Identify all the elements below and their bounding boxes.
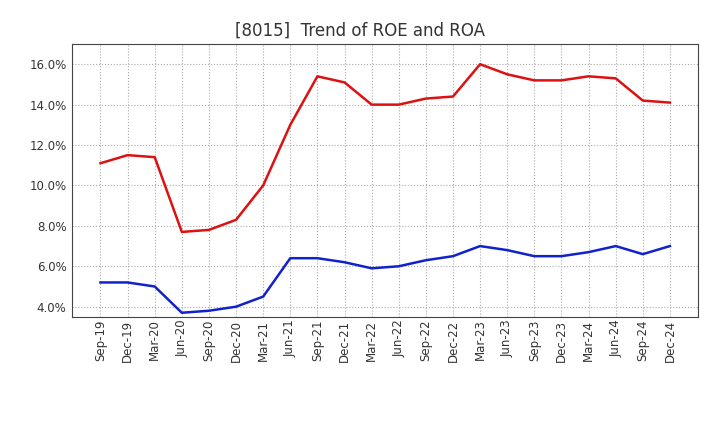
ROA (584, 249, 593, 255)
ROE (341, 80, 349, 85)
ROE (584, 73, 593, 79)
ROE (178, 229, 186, 235)
ROA (96, 280, 105, 285)
ROA (150, 284, 159, 289)
ROA (639, 252, 647, 257)
ROE (557, 78, 566, 83)
ROA (530, 253, 539, 259)
ROA (503, 247, 511, 253)
ROE (476, 62, 485, 67)
ROA (286, 256, 294, 261)
Line: ROE: ROE (101, 64, 670, 232)
ROE (395, 102, 403, 107)
ROA (178, 310, 186, 315)
Text: [8015]  Trend of ROE and ROA: [8015] Trend of ROE and ROA (235, 22, 485, 40)
ROE (503, 72, 511, 77)
Line: ROA: ROA (101, 246, 670, 313)
ROE (449, 94, 457, 99)
ROA (259, 294, 268, 299)
ROE (204, 227, 213, 233)
ROE (259, 183, 268, 188)
ROA (313, 256, 322, 261)
ROA (449, 253, 457, 259)
ROE (286, 122, 294, 128)
ROE (421, 96, 430, 101)
ROE (123, 153, 132, 158)
ROA (476, 243, 485, 249)
ROE (313, 73, 322, 79)
ROA (611, 243, 620, 249)
ROA (367, 266, 376, 271)
ROA (395, 264, 403, 269)
ROE (150, 154, 159, 160)
ROA (665, 243, 674, 249)
ROE (530, 78, 539, 83)
ROE (232, 217, 240, 223)
ROA (204, 308, 213, 313)
ROA (421, 257, 430, 263)
ROE (96, 161, 105, 166)
ROA (123, 280, 132, 285)
ROE (665, 100, 674, 105)
ROA (232, 304, 240, 309)
ROE (611, 76, 620, 81)
ROE (639, 98, 647, 103)
ROA (557, 253, 566, 259)
ROE (367, 102, 376, 107)
ROA (341, 260, 349, 265)
